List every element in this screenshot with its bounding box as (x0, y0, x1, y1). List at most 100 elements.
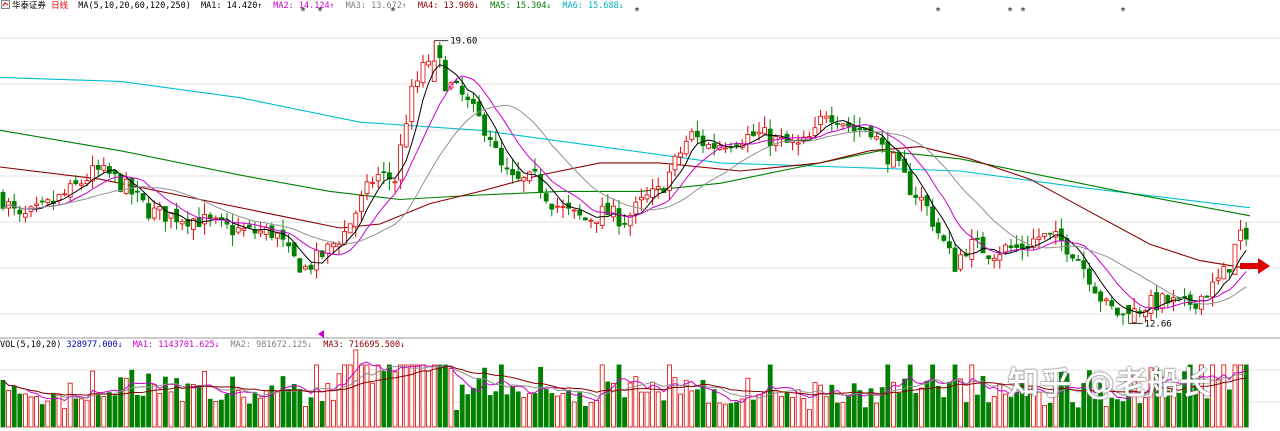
candle-body (414, 80, 420, 88)
volume-bar-up (790, 397, 795, 428)
candle-down (549, 203, 555, 217)
volume-bar-down (134, 394, 140, 428)
candle-up (1215, 268, 1221, 285)
candle-down (386, 161, 392, 191)
candle-body (493, 141, 499, 148)
volume-bar-down (118, 377, 123, 428)
volume-bar-up (403, 364, 409, 428)
period-label[interactable]: 日线 (51, 1, 69, 11)
volume-bar-down (319, 401, 325, 428)
event-markers: * * * * * * * * (301, 6, 1126, 17)
candle-body (885, 141, 891, 165)
candle-body (168, 212, 174, 219)
candle-up (969, 229, 975, 268)
candle-down (1227, 269, 1232, 279)
volume-bar-down (442, 364, 448, 428)
candle-body (767, 128, 773, 147)
volume-bar-down (269, 385, 275, 428)
volume-bar-up (213, 401, 219, 428)
candle-body (190, 218, 196, 230)
ma60-line (0, 146, 1251, 270)
candle-body (840, 123, 846, 127)
candle-body (952, 247, 958, 272)
candle-up (1238, 219, 1243, 251)
candle-up (403, 114, 409, 149)
candle-up (790, 133, 795, 151)
candle-body (0, 191, 6, 209)
volume-bar-down (924, 380, 930, 428)
volume-bar-up (179, 400, 185, 428)
candle-body (1003, 244, 1008, 253)
candle-body (1075, 259, 1081, 261)
volume-bar-up (409, 364, 415, 428)
volume-bar-up (190, 384, 196, 428)
candle-up (330, 241, 336, 254)
volume-bar-down (487, 395, 493, 428)
candle-down (935, 217, 941, 240)
ma20-line (2, 104, 1247, 305)
ma5-reading: MA5: 15.304↓ (490, 1, 552, 11)
candle-body (560, 206, 566, 208)
volume-bar-down (207, 398, 213, 428)
candle-up (151, 200, 157, 221)
volume-bar-up (807, 409, 812, 428)
candle-body (207, 214, 213, 219)
candle-body (907, 171, 913, 196)
volume-bar-down (437, 364, 443, 428)
volume-bar-down (286, 389, 292, 428)
candle-body (874, 136, 879, 140)
candle-body (235, 227, 241, 233)
volume-bar-down (510, 386, 516, 428)
candle-body (22, 213, 28, 218)
volume-bar-down (857, 390, 863, 428)
volume-legend: VOL(5,10,20) 328977.000↓ MA1: 1143701.62… (0, 339, 411, 351)
volume-bar-down (986, 402, 991, 428)
volume-bar-down (1176, 392, 1182, 428)
candle-body (140, 193, 146, 201)
price-candles (0, 40, 1249, 325)
volume-bar-up (1053, 387, 1059, 428)
volume-ma5-line (2, 361, 1247, 403)
candle-down (751, 123, 756, 137)
candle-body (151, 207, 157, 219)
candle-body (375, 174, 381, 182)
candle-up (67, 179, 73, 201)
candle-body (1008, 245, 1014, 248)
candle-up (779, 128, 784, 147)
candle-up (179, 218, 185, 231)
candle-up (655, 177, 661, 199)
candle-down (767, 119, 773, 157)
candle-down (1165, 293, 1171, 308)
candle-body (392, 181, 398, 184)
volume-bar-down (95, 394, 101, 428)
candle-body (129, 178, 135, 195)
volume-bar-down (386, 364, 392, 428)
volume-bar-down (246, 403, 252, 428)
volume-ma20-line (2, 365, 1247, 396)
candle-body (185, 218, 191, 227)
candle-down (454, 79, 460, 85)
volume-bar-up (611, 382, 616, 428)
volume-bar-down (454, 409, 460, 428)
candle-up (56, 193, 62, 204)
candle-down (493, 131, 499, 149)
volume-bar-up (723, 403, 728, 428)
vol-ma1-reading: MA1: 1143701.625↓ (132, 340, 220, 350)
volume-bar-up (353, 349, 359, 428)
volume-bar-up (336, 373, 342, 428)
volume-bar-up (683, 379, 689, 428)
candle-down (835, 116, 840, 130)
candle-body (919, 196, 924, 201)
toolbar-icon[interactable] (1, 0, 10, 9)
candle-up (1131, 298, 1137, 324)
volume-bar-up (90, 370, 95, 428)
candle-up (627, 212, 633, 236)
candle-body (1204, 295, 1210, 298)
candle-body (801, 136, 807, 142)
candle-body (297, 258, 303, 273)
short-moving-averages (2, 64, 1247, 314)
volume-bar-down (129, 369, 135, 428)
candle-down (952, 242, 958, 272)
candle-body (498, 147, 504, 166)
